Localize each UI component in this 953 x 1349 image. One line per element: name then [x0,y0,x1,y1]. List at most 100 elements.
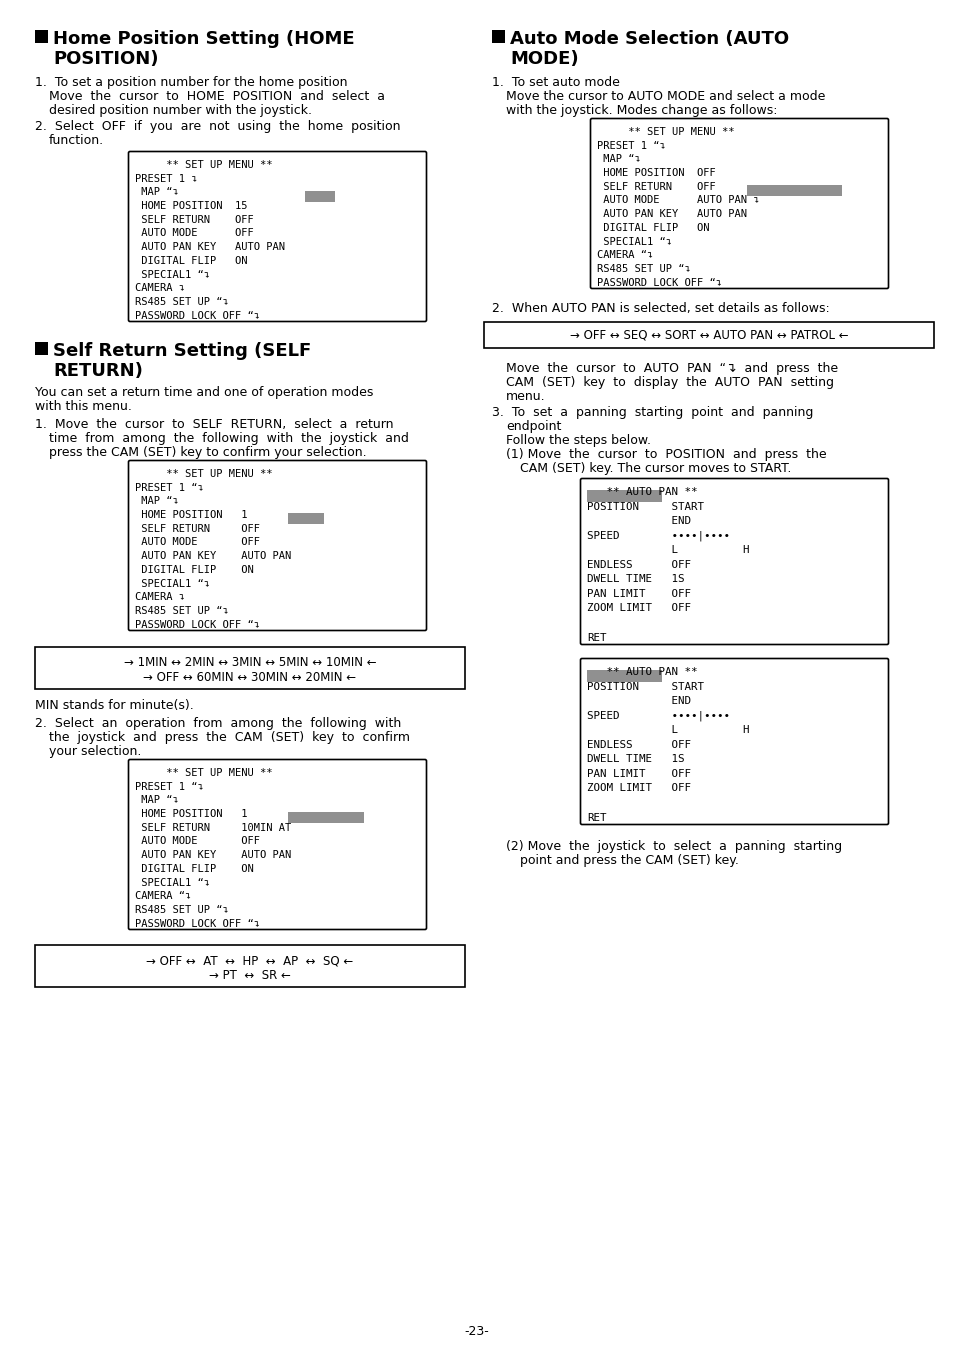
Text: PASSWORD LOCK OFF “↴: PASSWORD LOCK OFF “↴ [135,919,260,928]
Text: HOME POSITION  15: HOME POSITION 15 [135,201,247,210]
Text: CAMERA ↴: CAMERA ↴ [135,592,185,602]
Text: HOME POSITION   1: HOME POSITION 1 [135,510,247,521]
Text: -23-: -23- [464,1325,489,1338]
Text: RS485 SET UP “↴: RS485 SET UP “↴ [135,297,229,306]
Text: PRESET 1 “↴: PRESET 1 “↴ [597,140,665,151]
Text: press the CAM (SET) key to confirm your selection.: press the CAM (SET) key to confirm your … [49,447,366,459]
Text: ** SET UP MENU **: ** SET UP MENU ** [135,469,273,479]
Text: RET: RET [586,633,606,642]
FancyBboxPatch shape [579,479,887,645]
Text: endpoint: endpoint [505,420,560,433]
Text: → OFF ↔  AT  ↔  HP  ↔  AP  ↔  SQ ←: → OFF ↔ AT ↔ HP ↔ AP ↔ SQ ← [146,955,354,967]
Text: with the joystick. Modes change as follows:: with the joystick. Modes change as follo… [505,104,777,117]
Text: PRESET 1 “↴: PRESET 1 “↴ [135,781,204,792]
Text: SPECIAL1 “↴: SPECIAL1 “↴ [135,877,210,888]
Text: RET: RET [586,812,606,823]
Text: END: END [586,517,690,526]
Text: → OFF ↔ 60MIN ↔ 30MIN ↔ 20MIN ←: → OFF ↔ 60MIN ↔ 30MIN ↔ 20MIN ← [143,670,356,684]
Text: SPEED        ••••|••••: SPEED ••••|•••• [586,530,729,541]
Text: PAN LIMIT    OFF: PAN LIMIT OFF [586,590,690,599]
Text: ** SET UP MENU **: ** SET UP MENU ** [597,127,734,138]
Text: 2.  Select  OFF  if  you  are  not  using  the  home  position: 2. Select OFF if you are not using the h… [35,120,400,134]
Text: 2.  When AUTO PAN is selected, set details as follows:: 2. When AUTO PAN is selected, set detail… [492,302,829,316]
Bar [483,322,933,348]
Text: END: END [586,696,690,706]
Text: AUTO MODE      OFF: AUTO MODE OFF [135,228,253,239]
Text: 3.  To  set  a  panning  starting  point  and  panning: 3. To set a panning starting point and p… [492,406,813,420]
Text: function.: function. [49,134,104,147]
Text: ZOOM LIMIT   OFF: ZOOM LIMIT OFF [586,784,690,793]
Text: time  from  among  the  following  with  the  joystick  and: time from among the following with the j… [49,432,409,445]
Text: SELF RETURN    OFF: SELF RETURN OFF [135,214,253,225]
Text: RS485 SET UP “↴: RS485 SET UP “↴ [135,905,229,915]
Text: AUTO MODE      AUTO PAN ↴: AUTO MODE AUTO PAN ↴ [597,196,759,205]
Text: POSITION     START: POSITION START [586,502,703,511]
Text: ZOOM LIMIT   OFF: ZOOM LIMIT OFF [586,603,690,614]
Text: (2) Move  the  joystick  to  select  a  panning  starting: (2) Move the joystick to select a pannin… [505,840,841,853]
Text: SELF RETURN     10MIN AT: SELF RETURN 10MIN AT [135,823,291,832]
FancyBboxPatch shape [129,759,426,929]
Text: RS485 SET UP “↴: RS485 SET UP “↴ [135,606,229,616]
Bar [35,343,48,355]
Text: 1.  To set auto mode: 1. To set auto mode [492,76,619,89]
Bar [492,30,504,43]
Bar [288,812,364,823]
Text: SPEED        ••••|••••: SPEED ••••|•••• [586,711,729,722]
Text: RETURN): RETURN) [53,362,143,380]
Bar [586,490,661,502]
Text: MODE): MODE) [510,50,578,67]
Text: 1.  Move  the  cursor  to  SELF  RETURN,  select  a  return: 1. Move the cursor to SELF RETURN, selec… [35,418,393,430]
Text: the  joystick  and  press  the  CAM  (SET)  key  to  confirm: the joystick and press the CAM (SET) key… [49,731,410,745]
Bar [35,30,48,43]
Text: DWELL TIME   1S: DWELL TIME 1S [586,575,684,584]
Text: CAM  (SET)  key  to  display  the  AUTO  PAN  setting: CAM (SET) key to display the AUTO PAN se… [505,376,833,389]
Text: SPECIAL1 “↴: SPECIAL1 “↴ [135,579,210,588]
Text: desired position number with the joystick.: desired position number with the joystic… [49,104,312,117]
Text: → OFF ↔ SEQ ↔ SORT ↔ AUTO PAN ↔ PATROL ←: → OFF ↔ SEQ ↔ SORT ↔ AUTO PAN ↔ PATROL ← [569,329,847,341]
Text: DIGITAL FLIP    ON: DIGITAL FLIP ON [135,863,253,874]
Text: CAMERA “↴: CAMERA “↴ [135,892,191,901]
Text: POSITION): POSITION) [53,50,158,67]
Text: HOME POSITION  OFF: HOME POSITION OFF [597,169,715,178]
Text: → 1MIN ↔ 2MIN ↔ 3MIN ↔ 5MIN ↔ 10MIN ←: → 1MIN ↔ 2MIN ↔ 3MIN ↔ 5MIN ↔ 10MIN ← [124,657,375,669]
Text: Auto Mode Selection (AUTO: Auto Mode Selection (AUTO [510,30,788,49]
Bar [746,185,841,196]
Text: AUTO MODE       OFF: AUTO MODE OFF [135,836,260,846]
Bar [35,648,464,689]
Text: MAP “↴: MAP “↴ [135,188,178,197]
Text: SPECIAL1 “↴: SPECIAL1 “↴ [135,270,210,279]
Text: You can set a return time and one of operation modes: You can set a return time and one of ope… [35,386,373,399]
Text: 2.  Select  an  operation  from  among  the  following  with: 2. Select an operation from among the fo… [35,718,401,730]
Text: Self Return Setting (SELF: Self Return Setting (SELF [53,343,311,360]
Text: MAP “↴: MAP “↴ [135,496,178,506]
Text: ** AUTO PAN **: ** AUTO PAN ** [586,666,697,677]
Text: DIGITAL FLIP   ON: DIGITAL FLIP ON [597,223,709,233]
Text: your selection.: your selection. [49,745,141,758]
Text: AUTO PAN KEY    AUTO PAN: AUTO PAN KEY AUTO PAN [135,552,291,561]
Text: Home Position Setting (HOME: Home Position Setting (HOME [53,30,355,49]
FancyBboxPatch shape [129,460,426,630]
Text: point and press the CAM (SET) key.: point and press the CAM (SET) key. [519,854,739,867]
Text: RS485 SET UP “↴: RS485 SET UP “↴ [597,264,690,274]
Text: MIN stands for minute(s).: MIN stands for minute(s). [35,699,193,712]
Text: ENDLESS      OFF: ENDLESS OFF [586,560,690,569]
Text: → PT  ↔  SR ←: → PT ↔ SR ← [209,969,291,982]
Text: SELF RETURN     OFF: SELF RETURN OFF [135,523,260,534]
Text: ENDLESS      OFF: ENDLESS OFF [586,739,690,750]
Text: L          H: L H [586,545,749,556]
Text: DWELL TIME   1S: DWELL TIME 1S [586,754,684,765]
Text: MAP “↴: MAP “↴ [597,154,640,165]
Text: (1) Move  the  cursor  to  POSITION  and  press  the: (1) Move the cursor to POSITION and pres… [505,448,825,461]
Text: CAMERA “↴: CAMERA “↴ [597,250,653,260]
Text: DIGITAL FLIP    ON: DIGITAL FLIP ON [135,565,253,575]
Text: PASSWORD LOCK OFF “↴: PASSWORD LOCK OFF “↴ [135,619,260,630]
Text: CAMERA ↴: CAMERA ↴ [135,283,185,293]
Text: ** SET UP MENU **: ** SET UP MENU ** [135,161,273,170]
Text: PRESET 1 ↴: PRESET 1 ↴ [135,174,197,183]
Bar [35,946,464,987]
Text: HOME POSITION   1: HOME POSITION 1 [135,809,247,819]
Text: MAP “↴: MAP “↴ [135,796,178,805]
FancyBboxPatch shape [590,119,887,289]
FancyBboxPatch shape [129,151,426,321]
Text: with this menu.: with this menu. [35,401,132,413]
